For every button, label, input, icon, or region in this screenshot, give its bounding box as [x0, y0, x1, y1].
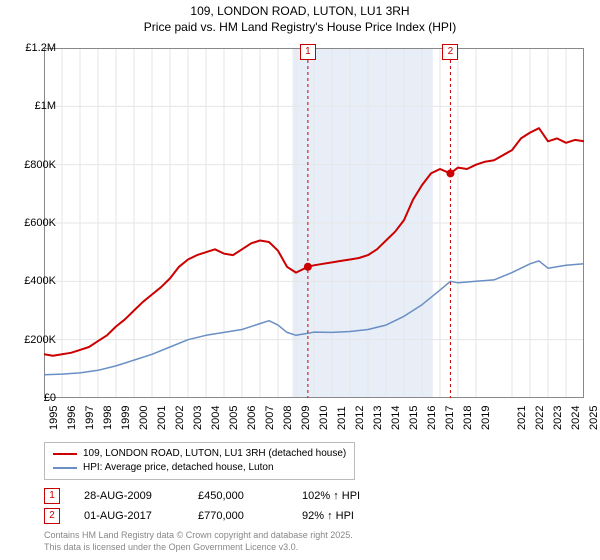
- chart-area: [44, 48, 584, 398]
- x-axis-tick-label: 2006: [246, 406, 258, 430]
- sale-row-marker-icon: 2: [44, 508, 60, 524]
- sale-row: 1 28-AUG-2009 £450,000 102% ↑ HPI: [44, 486, 402, 506]
- y-axis-tick-label: £200K: [6, 334, 56, 346]
- x-axis-tick-label: 2009: [300, 406, 312, 430]
- x-axis-tick-label: 2001: [156, 406, 168, 430]
- chart-title: 109, LONDON ROAD, LUTON, LU1 3RH Price p…: [0, 0, 600, 35]
- x-axis-tick-label: 2007: [264, 406, 276, 430]
- sale-row-marker-icon: 1: [44, 488, 60, 504]
- x-axis-tick-label: 2015: [408, 406, 420, 430]
- x-axis-tick-label: 2000: [138, 406, 150, 430]
- legend-swatch: [53, 453, 77, 455]
- sale-row: 2 01-AUG-2017 £770,000 92% ↑ HPI: [44, 506, 402, 526]
- x-axis-tick-label: 2011: [336, 406, 348, 430]
- x-axis-tick-label: 1999: [120, 406, 132, 430]
- sale-rows: 1 28-AUG-2009 £450,000 102% ↑ HPI 2 01-AUG-20…: [44, 486, 402, 526]
- x-axis-tick-label: 2018: [462, 406, 474, 430]
- x-axis-tick-label: 2004: [210, 406, 222, 430]
- sale-row-date: 01-AUG-2017: [84, 510, 174, 522]
- x-axis-tick-label: 2021: [516, 406, 528, 430]
- x-axis-tick-label: 2005: [228, 406, 240, 430]
- title-line-1: 109, LONDON ROAD, LUTON, LU1 3RH: [0, 4, 600, 20]
- chart-container: 109, LONDON ROAD, LUTON, LU1 3RH Price p…: [0, 0, 600, 560]
- x-axis-tick-label: 2017: [444, 406, 456, 430]
- footer-line-2: This data is licensed under the Open Gov…: [44, 542, 353, 554]
- sale-marker-icon: 1: [300, 44, 316, 60]
- x-axis-tick-label: 1997: [84, 406, 96, 430]
- x-axis-tick-label: 2022: [534, 406, 546, 430]
- sale-row-date: 28-AUG-2009: [84, 490, 174, 502]
- footer-line-1: Contains HM Land Registry data © Crown c…: [44, 530, 353, 542]
- legend-swatch: [53, 467, 77, 469]
- title-line-2: Price paid vs. HM Land Registry's House …: [0, 20, 600, 36]
- y-axis-tick-label: £0: [6, 392, 56, 404]
- x-axis-tick-label: 2010: [318, 406, 330, 430]
- x-axis-tick-label: 1996: [66, 406, 78, 430]
- x-axis-tick-label: 2025: [588, 406, 600, 430]
- x-axis-tick-label: 2024: [570, 406, 582, 430]
- legend: 109, LONDON ROAD, LUTON, LU1 3RH (detach…: [44, 442, 355, 480]
- sale-row-price: £450,000: [198, 490, 278, 502]
- x-axis-tick-label: 2003: [192, 406, 204, 430]
- x-axis-tick-label: 1998: [102, 406, 114, 430]
- x-axis-tick-label: 1995: [48, 406, 60, 430]
- x-axis-tick-label: 2002: [174, 406, 186, 430]
- legend-label: HPI: Average price, detached house, Luto…: [83, 461, 274, 475]
- legend-item: 109, LONDON ROAD, LUTON, LU1 3RH (detach…: [53, 447, 346, 461]
- legend-label: 109, LONDON ROAD, LUTON, LU1 3RH (detach…: [83, 447, 346, 461]
- y-axis-tick-label: £1.2M: [6, 42, 56, 54]
- sale-row-pct: 102% ↑ HPI: [302, 490, 402, 502]
- x-axis-tick-label: 2023: [552, 406, 564, 430]
- x-axis-tick-label: 2012: [354, 406, 366, 430]
- chart-svg: [44, 48, 584, 398]
- x-axis-tick-label: 2019: [480, 406, 492, 430]
- sale-marker-icon: 2: [442, 44, 458, 60]
- y-axis-tick-label: £800K: [6, 159, 56, 171]
- x-axis-tick-label: 2014: [390, 406, 402, 430]
- y-axis-tick-label: £400K: [6, 275, 56, 287]
- y-axis-tick-label: £1M: [6, 100, 56, 112]
- sale-row-price: £770,000: [198, 510, 278, 522]
- x-axis-tick-label: 2008: [282, 406, 294, 430]
- x-axis-tick-label: 2016: [426, 406, 438, 430]
- legend-item: HPI: Average price, detached house, Luto…: [53, 461, 346, 475]
- footer: Contains HM Land Registry data © Crown c…: [44, 530, 353, 553]
- y-axis-tick-label: £600K: [6, 217, 56, 229]
- sale-row-pct: 92% ↑ HPI: [302, 510, 402, 522]
- x-axis-tick-label: 2013: [372, 406, 384, 430]
